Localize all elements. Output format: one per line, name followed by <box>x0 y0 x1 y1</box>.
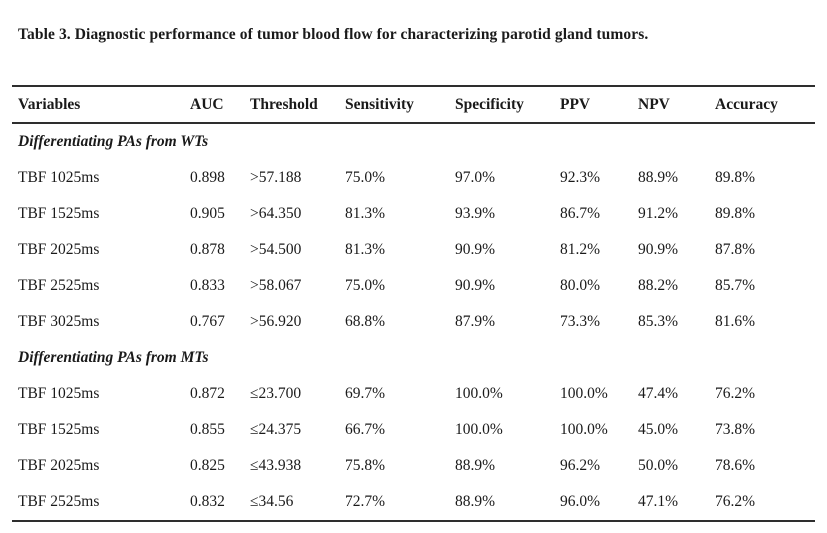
value-cell: ≤24.375 <box>250 421 302 438</box>
column-header-auc: AUC <box>190 95 224 113</box>
value-cell: >56.920 <box>250 313 302 330</box>
value-cell: 80.0% <box>560 277 601 294</box>
value-cell: 91.2% <box>638 205 679 222</box>
value-cell: 0.855 <box>190 421 225 438</box>
column-header-sensitivity: Sensitivity <box>345 95 414 113</box>
column-header-specificity: Specificity <box>455 95 524 113</box>
value-cell: 100.0% <box>560 385 608 402</box>
value-cell: 72.7% <box>345 493 386 510</box>
value-cell: 0.833 <box>190 277 225 294</box>
value-cell: 90.9% <box>638 241 679 258</box>
variable-cell: TBF 2525ms <box>18 493 100 510</box>
value-cell: 81.3% <box>345 205 386 222</box>
variable-cell: TBF 3025ms <box>18 313 100 330</box>
value-cell: 93.9% <box>455 205 496 222</box>
table-row: TBF 1025ms 0.898 >57.188 75.0% 97.0% 92.3% 88.… <box>12 160 815 196</box>
value-cell: 50.0% <box>638 457 679 474</box>
value-cell: 88.9% <box>455 493 496 510</box>
value-cell: 89.8% <box>715 169 756 186</box>
value-cell: ≤34.56 <box>250 493 294 510</box>
section-header-row: Differentiating PAs from MTs <box>12 340 815 376</box>
value-cell: >64.350 <box>250 205 302 222</box>
variable-cell: TBF 2025ms <box>18 241 100 258</box>
value-cell: 85.3% <box>638 313 679 330</box>
table-row: TBF 1525ms 0.905 >64.350 81.3% 93.9% 86.7% 91.… <box>12 196 815 232</box>
value-cell: 100.0% <box>455 385 503 402</box>
value-cell: 73.8% <box>715 421 756 438</box>
value-cell: 69.7% <box>345 385 386 402</box>
diagnostic-performance-table: Variables AUC Threshold Sensitivity Specific… <box>12 85 815 522</box>
table-row: TBF 1025ms 0.872 ≤23.700 69.7% 100.0% 100.0% 4… <box>12 376 815 412</box>
section-header-row: Differentiating PAs from WTs <box>12 123 815 160</box>
value-cell: 0.832 <box>190 493 225 510</box>
value-cell: 81.6% <box>715 313 756 330</box>
value-cell: 0.767 <box>190 313 225 330</box>
variable-cell: TBF 2025ms <box>18 457 100 474</box>
value-cell: 100.0% <box>455 421 503 438</box>
value-cell: 78.6% <box>715 457 756 474</box>
table-row: TBF 2525ms 0.833 >58.067 75.0% 90.9% 80.0% 88.… <box>12 268 815 304</box>
section-label: Differentiating PAs from WTs <box>18 133 209 150</box>
value-cell: 0.898 <box>190 169 225 186</box>
value-cell: 75.8% <box>345 457 386 474</box>
value-cell: 96.2% <box>560 457 601 474</box>
value-cell: ≤23.700 <box>250 385 302 402</box>
value-cell: 90.9% <box>455 241 496 258</box>
value-cell: 87.9% <box>455 313 496 330</box>
value-cell: ≤43.938 <box>250 457 302 474</box>
value-cell: 0.825 <box>190 457 225 474</box>
value-cell: 75.0% <box>345 169 386 186</box>
table-row: TBF 2025ms 0.825 ≤43.938 75.8% 88.9% 96.2% 50.… <box>12 448 815 484</box>
variable-cell: TBF 1025ms <box>18 385 100 402</box>
value-cell: 76.2% <box>715 493 756 510</box>
value-cell: 90.9% <box>455 277 496 294</box>
value-cell: 0.905 <box>190 205 225 222</box>
variable-cell: TBF 1525ms <box>18 421 100 438</box>
section-label: Differentiating PAs from MTs <box>18 349 209 366</box>
table-row: TBF 1525ms 0.855 ≤24.375 66.7% 100.0% 100.0% 4… <box>12 412 815 448</box>
value-cell: 89.8% <box>715 205 756 222</box>
variable-cell: TBF 1525ms <box>18 205 100 222</box>
table-caption: Table 3. Diagnostic performance of tumor… <box>18 26 649 43</box>
value-cell: 0.872 <box>190 385 225 402</box>
value-cell: 45.0% <box>638 421 679 438</box>
value-cell: 97.0% <box>455 169 496 186</box>
value-cell: 68.8% <box>345 313 386 330</box>
value-cell: 87.8% <box>715 241 756 258</box>
value-cell: 81.2% <box>560 241 601 258</box>
column-header-accuracy: Accuracy <box>715 95 778 113</box>
value-cell: >58.067 <box>250 277 302 294</box>
variable-cell: TBF 1025ms <box>18 169 100 186</box>
table-row: TBF 2525ms 0.832 ≤34.56 72.7% 88.9% 96.0% 47.1… <box>12 484 815 521</box>
value-cell: 96.0% <box>560 493 601 510</box>
column-header-variables: Variables <box>18 95 81 113</box>
value-cell: 66.7% <box>345 421 386 438</box>
value-cell: 88.9% <box>455 457 496 474</box>
value-cell: 81.3% <box>345 241 386 258</box>
table-header-row: Variables AUC Threshold Sensitivity Specific… <box>12 86 815 123</box>
value-cell: 88.2% <box>638 277 679 294</box>
value-cell: 47.4% <box>638 385 679 402</box>
value-cell: 92.3% <box>560 169 601 186</box>
value-cell: 86.7% <box>560 205 601 222</box>
value-cell: 100.0% <box>560 421 608 438</box>
table-row: TBF 3025ms 0.767 >56.920 68.8% 87.9% 73.3% 85.… <box>12 304 815 340</box>
value-cell: 0.878 <box>190 241 225 258</box>
value-cell: >54.500 <box>250 241 302 258</box>
column-header-threshold: Threshold <box>250 95 318 113</box>
column-header-npv: NPV <box>638 95 670 113</box>
value-cell: 73.3% <box>560 313 601 330</box>
value-cell: 47.1% <box>638 493 679 510</box>
variable-cell: TBF 2525ms <box>18 277 100 294</box>
value-cell: 75.0% <box>345 277 386 294</box>
value-cell: 76.2% <box>715 385 756 402</box>
value-cell: 88.9% <box>638 169 679 186</box>
column-header-ppv: PPV <box>560 95 591 113</box>
value-cell: 85.7% <box>715 277 756 294</box>
value-cell: >57.188 <box>250 169 302 186</box>
table-row: TBF 2025ms 0.878 >54.500 81.3% 90.9% 81.2% 90.… <box>12 232 815 268</box>
